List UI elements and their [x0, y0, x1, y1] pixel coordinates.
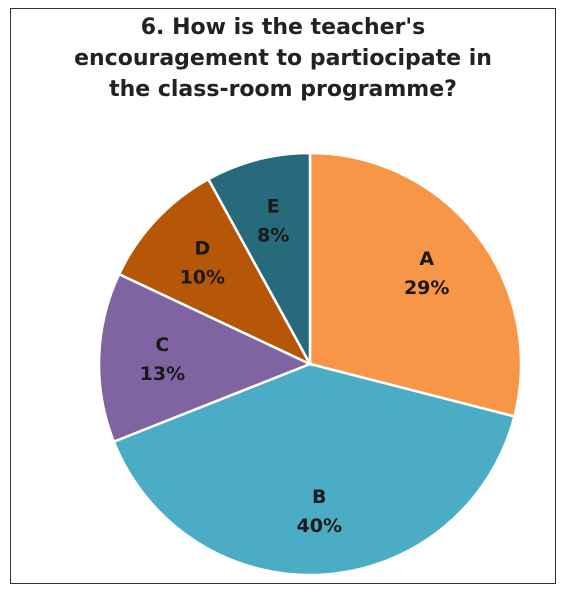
slice-category-label: C: [155, 334, 169, 356]
slice-value-label: 8%: [257, 224, 289, 246]
pie-slice: [117, 177, 313, 367]
slice-value-label: 29%: [404, 277, 449, 299]
slice-value-label: 13%: [140, 363, 185, 385]
pie-slice: [206, 151, 312, 365]
slice-category-label: D: [194, 237, 210, 259]
slice-value-label: 40%: [297, 515, 342, 537]
chart-title: 6. How is the teacher's encouragement to…: [74, 15, 492, 102]
pie-slice: [112, 362, 516, 577]
slice-category-label: A: [419, 248, 434, 270]
slice-category-label: B: [312, 486, 326, 508]
slice-category-label: E: [267, 195, 280, 217]
pie-slice: [97, 272, 314, 444]
chart-frame: [10, 8, 556, 584]
pie-slice: [308, 151, 523, 418]
slice-value-label: 10%: [180, 266, 225, 288]
